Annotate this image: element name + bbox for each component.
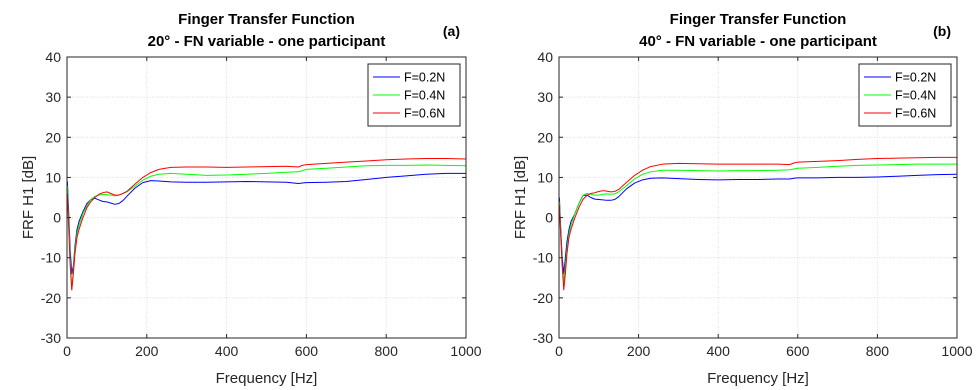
y-tick-label: 0 bbox=[53, 210, 61, 226]
y-tick-label: -20 bbox=[41, 290, 61, 306]
y-tick-label: -30 bbox=[533, 330, 553, 346]
chart-title-line1: Finger Transfer Function bbox=[670, 11, 847, 28]
y-tick-label: -30 bbox=[41, 330, 61, 346]
legend: F=0.2N F=0.4N F=0.6N bbox=[367, 63, 461, 127]
y-tick-label: -10 bbox=[533, 250, 553, 266]
chart-title-line1: Finger Transfer Function bbox=[178, 11, 355, 28]
y-tick-label: 30 bbox=[537, 89, 553, 105]
series-line-F=0.2N bbox=[559, 173, 957, 275]
y-axis-label: FRF H1 [dB] bbox=[20, 156, 37, 239]
legend-entry: F=0.6N bbox=[404, 107, 445, 121]
chart-title-line2: 20° - FN variable - one participant bbox=[148, 33, 386, 50]
x-tick-label: 400 bbox=[215, 343, 239, 359]
y-tick-label: -20 bbox=[533, 290, 553, 306]
axes-frame bbox=[66, 56, 467, 339]
y-tick-label: 10 bbox=[537, 169, 553, 185]
series-line-F=0.6N bbox=[559, 156, 957, 291]
series-line-F=0.4N bbox=[559, 163, 957, 283]
x-tick-label: 0 bbox=[555, 343, 563, 359]
panel-label: (a) bbox=[443, 23, 460, 39]
legend-entry: F=0.6N bbox=[895, 107, 936, 121]
y-tick-label: 20 bbox=[45, 129, 61, 145]
series-line-F=0.2N bbox=[67, 172, 466, 275]
x-tick-label: 800 bbox=[866, 343, 890, 359]
x-axis-label: Frequency [Hz] bbox=[707, 370, 809, 387]
y-tick-label: 20 bbox=[537, 129, 553, 145]
legend-entry: F=0.2N bbox=[404, 71, 445, 85]
x-tick-label: 600 bbox=[295, 343, 319, 359]
y-tick-label: -10 bbox=[41, 250, 61, 266]
chart-panel-0: 0 200 400 600 800 1000 -30 -20 -10 0 10 20 30 40 Frequ… bbox=[20, 11, 482, 387]
axes-frame bbox=[558, 56, 958, 339]
x-tick-label: 600 bbox=[786, 343, 810, 359]
series-line-F=0.6N bbox=[67, 158, 466, 291]
chart-title-line2: 40° - FN variable - one participant bbox=[639, 33, 877, 50]
y-tick-label: 40 bbox=[45, 49, 61, 65]
series-group bbox=[67, 158, 466, 291]
legend-entry: F=0.4N bbox=[895, 89, 936, 103]
x-tick-label: 200 bbox=[135, 343, 159, 359]
x-tick-label: 1000 bbox=[941, 343, 972, 359]
y-tick-label: 40 bbox=[537, 49, 553, 65]
panel-label: (b) bbox=[933, 23, 951, 39]
x-tick-label: 800 bbox=[375, 343, 399, 359]
y-tick-label: 30 bbox=[45, 89, 61, 105]
x-tick-label: 1000 bbox=[450, 343, 481, 359]
series-group bbox=[559, 156, 957, 291]
y-axis-label: FRF H1 [dB] bbox=[512, 156, 529, 239]
y-tick-label: 10 bbox=[45, 169, 61, 185]
legend-entry: F=0.2N bbox=[895, 71, 936, 85]
x-tick-label: 0 bbox=[63, 343, 71, 359]
x-tick-label: 200 bbox=[627, 343, 651, 359]
legend-entry: F=0.4N bbox=[404, 89, 445, 103]
chart-panel-1: 0 200 400 600 800 1000 -30 -20 -10 0 10 20 30 40 Frequ… bbox=[512, 11, 973, 387]
legend: F=0.2N F=0.4N F=0.6N bbox=[858, 63, 952, 127]
y-tick-label: 0 bbox=[545, 210, 553, 226]
x-tick-label: 400 bbox=[707, 343, 731, 359]
series-line-F=0.4N bbox=[67, 164, 466, 291]
x-axis-label: Frequency [Hz] bbox=[216, 370, 318, 387]
